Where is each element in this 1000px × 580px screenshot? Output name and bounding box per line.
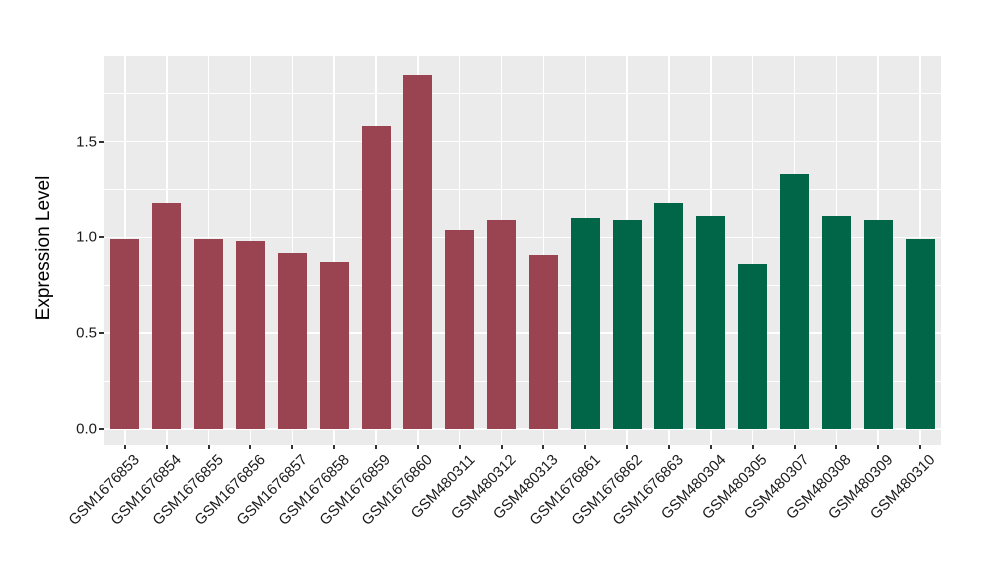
y-tick-mark-1.5 xyxy=(99,140,104,143)
x-tick-mark-GSM1676862 xyxy=(626,445,629,449)
x-tick-mark-GSM480308 xyxy=(835,445,838,449)
gridline-minor-y-0.25 xyxy=(104,380,941,382)
plot-panel xyxy=(104,56,941,445)
bar-GSM480311 xyxy=(445,229,475,429)
gridline-minor-y-1.75 xyxy=(104,93,941,95)
gridline-major-y-1.5 xyxy=(104,140,941,143)
x-tick-mark-GSM1676860 xyxy=(416,445,419,449)
gridline-major-y-0 xyxy=(104,428,941,430)
x-tick-mark-GSM480305 xyxy=(751,445,754,449)
bar-GSM480307 xyxy=(780,174,810,429)
x-tick-mark-GSM480311 xyxy=(458,445,461,449)
bar-GSM1676853 xyxy=(110,239,140,429)
gridline-x-GSM1676858 xyxy=(333,56,335,445)
x-tick-mark-GSM1676853 xyxy=(123,445,126,449)
y-tick-label: 0.0 xyxy=(76,420,97,438)
y-tick-label: 0.5 xyxy=(76,324,97,342)
x-tick-mark-GSM1676856 xyxy=(249,445,252,449)
x-tick-mark-GSM480310 xyxy=(919,445,922,449)
y-tick-label: 1.5 xyxy=(76,133,97,151)
gridline-minor-y-0.75 xyxy=(104,284,941,286)
gridline-minor-y-1.25 xyxy=(104,189,941,190)
gridline-major-y-0.5 xyxy=(104,332,941,334)
bar-GSM480309 xyxy=(863,220,893,429)
x-tick-mark-GSM1676858 xyxy=(333,445,336,449)
x-tick-mark-GSM480304 xyxy=(709,445,712,449)
bar-GSM1676857 xyxy=(277,252,307,429)
gridline-x-GSM480305 xyxy=(751,56,754,445)
bar-GSM480313 xyxy=(528,254,558,429)
bar-GSM1676858 xyxy=(319,262,349,429)
bar-GSM480310 xyxy=(905,239,935,429)
gridline-x-GSM1676857 xyxy=(291,56,294,445)
bar-GSM480305 xyxy=(738,264,768,429)
x-tick-mark-GSM1676863 xyxy=(667,445,670,449)
y-tick-mark-1 xyxy=(99,236,104,239)
bar-GSM1676856 xyxy=(235,241,265,429)
bar-GSM1676854 xyxy=(152,202,182,429)
x-tick-mark-GSM1676854 xyxy=(165,445,168,449)
y-tick-mark-0.5 xyxy=(99,332,104,335)
bar-GSM1676862 xyxy=(612,220,642,429)
x-tick-mark-GSM1676861 xyxy=(584,445,587,449)
gridline-x-GSM480313 xyxy=(542,56,545,445)
x-tick-mark-GSM480307 xyxy=(793,445,796,449)
bar-GSM480312 xyxy=(487,220,517,429)
bar-GSM1676855 xyxy=(194,239,224,429)
x-tick-mark-GSM1676855 xyxy=(207,445,210,449)
bar-GSM1676861 xyxy=(570,218,600,429)
y-tick-mark-0 xyxy=(99,428,104,430)
y-tick-label: 1.0 xyxy=(76,228,97,246)
bar-GSM1676859 xyxy=(361,126,391,429)
bar-GSM1676860 xyxy=(403,74,433,429)
x-tick-mark-GSM1676857 xyxy=(291,445,294,449)
x-tick-mark-GSM480312 xyxy=(500,445,503,449)
x-tick-mark-GSM1676859 xyxy=(375,445,378,449)
gridline-major-y-1 xyxy=(104,236,941,239)
bar-GSM480308 xyxy=(821,216,851,429)
bar-GSM480304 xyxy=(696,216,726,429)
bar-GSM1676863 xyxy=(654,202,684,429)
x-tick-mark-GSM480313 xyxy=(542,445,545,449)
x-tick-mark-GSM480309 xyxy=(877,445,880,449)
y-axis-title-text: Expression Level xyxy=(33,175,54,321)
